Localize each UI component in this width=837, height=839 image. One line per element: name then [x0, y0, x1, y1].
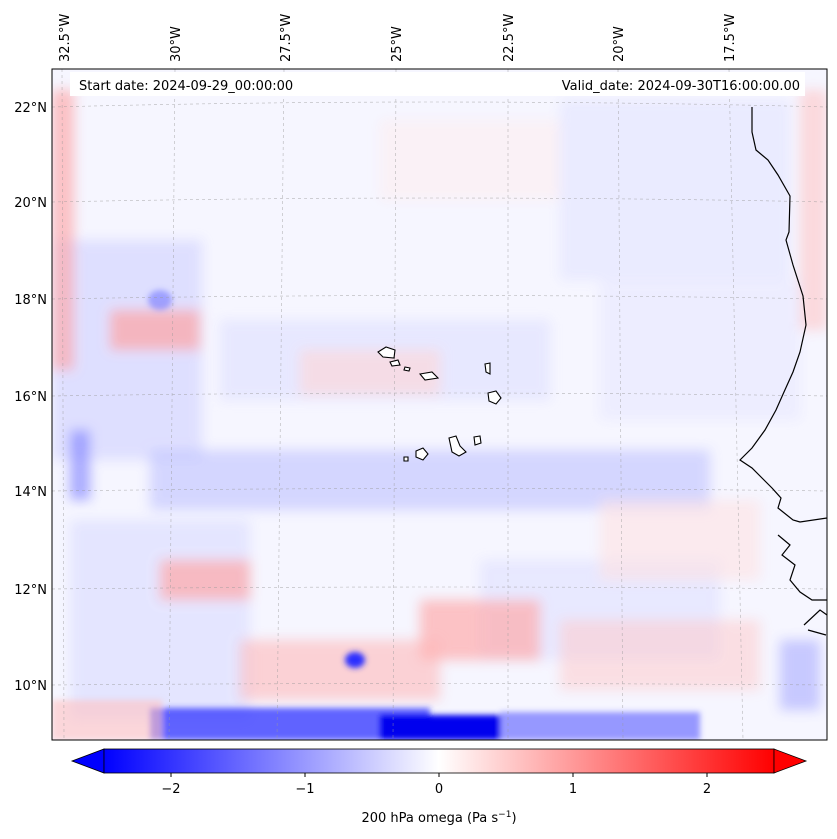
colorbar-tick: 0 — [435, 782, 443, 797]
longitude-labels: 32.5°W 30°W 27.5°W 25°W 22.5°W 20°W 17.5… — [58, 14, 738, 62]
map-frame — [51, 68, 828, 741]
lon-label: 22.5°W — [502, 14, 517, 62]
lon-label: 17.5°W — [723, 14, 738, 62]
lon-label: 30°W — [169, 26, 184, 62]
lat-label: 14°N — [14, 485, 47, 500]
omega-field — [52, 69, 827, 740]
coastline — [739, 107, 827, 636]
title-bar — [70, 72, 805, 96]
lat-label: 20°N — [14, 196, 47, 211]
lat-label: 22°N — [14, 101, 47, 116]
colorbar-body — [103, 748, 775, 774]
lon-label: 20°W — [612, 26, 627, 62]
colorbar: −2 −1 0 1 2 200 hPa omega (Pa s−1) — [70, 748, 808, 826]
colorbar-arrow-left — [70, 748, 105, 774]
graticule — [52, 69, 827, 740]
latitude-labels: 22°N 20°N 18°N 16°N 14°N 12°N 10°N — [14, 101, 47, 694]
lon-label: 32.5°W — [58, 14, 73, 62]
lat-label: 18°N — [14, 293, 47, 308]
valid-date: Valid_date: 2024-09-30T16:00:00.00 — [562, 79, 800, 94]
colorbar-arrow-right — [773, 748, 808, 774]
colorbar-tick: 1 — [569, 782, 577, 797]
colorbar-label: 200 hPa omega (Pa s−1) — [361, 810, 516, 826]
colorbar-tick: −2 — [161, 782, 180, 797]
lat-label: 16°N — [14, 390, 47, 405]
lat-label: 12°N — [14, 583, 47, 598]
cape-verde-islands — [377, 346, 502, 462]
start-date: Start date: 2024-09-29_00:00:00 — [79, 79, 293, 94]
lon-label: 25°W — [390, 26, 405, 62]
lon-label: 27.5°W — [279, 14, 294, 62]
lat-label: 10°N — [14, 679, 47, 694]
colorbar-tick: −1 — [295, 782, 314, 797]
colorbar-tick: 2 — [703, 782, 711, 797]
